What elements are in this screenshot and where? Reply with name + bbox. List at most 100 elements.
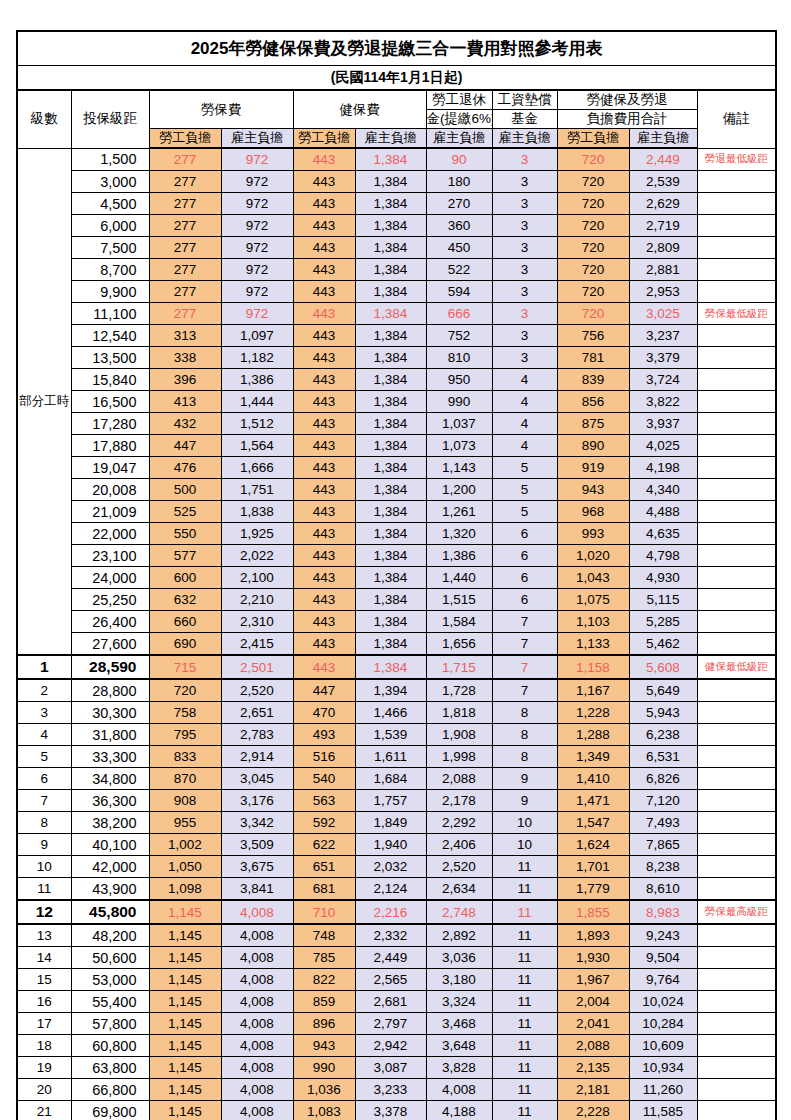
value-cell: 795 bbox=[149, 724, 221, 746]
value-cell: 1,228 bbox=[557, 702, 629, 724]
bracket-cell: 16,500 bbox=[71, 391, 149, 413]
value-cell: 908 bbox=[149, 790, 221, 812]
table-row: 1757,8001,1454,0088962,7973,468112,04110… bbox=[17, 1013, 776, 1035]
value-cell: 443 bbox=[293, 215, 355, 237]
bracket-cell: 33,300 bbox=[71, 746, 149, 768]
value-cell: 758 bbox=[149, 702, 221, 724]
value-cell: 1,466 bbox=[355, 702, 426, 724]
value-cell: 1,384 bbox=[355, 633, 426, 656]
value-cell: 3,087 bbox=[355, 1057, 426, 1079]
value-cell: 2,719 bbox=[629, 215, 697, 237]
value-cell: 972 bbox=[221, 303, 293, 325]
value-cell: 859 bbox=[293, 991, 355, 1013]
bracket-cell: 6,000 bbox=[71, 215, 149, 237]
subheader-labor-employee: 勞工負擔 bbox=[149, 129, 221, 149]
value-cell: 11,585 bbox=[629, 1101, 697, 1120]
value-cell: 1,893 bbox=[557, 924, 629, 947]
value-cell: 3 bbox=[492, 347, 557, 369]
value-cell: 720 bbox=[557, 237, 629, 259]
value-cell: 443 bbox=[293, 369, 355, 391]
value-cell: 2,216 bbox=[355, 900, 426, 924]
value-cell: 622 bbox=[293, 834, 355, 856]
value-cell: 443 bbox=[293, 501, 355, 523]
value-cell: 4,008 bbox=[221, 924, 293, 947]
value-cell: 1,145 bbox=[149, 1079, 221, 1101]
col-header-level: 級數 bbox=[17, 90, 71, 148]
value-cell: 1,444 bbox=[221, 391, 293, 413]
value-cell: 6 bbox=[492, 589, 557, 611]
note-cell bbox=[697, 193, 776, 215]
bracket-cell: 13,500 bbox=[71, 347, 149, 369]
value-cell: 3 bbox=[492, 237, 557, 259]
note-cell bbox=[697, 1079, 776, 1101]
note-cell bbox=[697, 969, 776, 991]
header-row-1: 級數 投保級距 勞保費 健保費 勞工退休 工資墊償 勞健保及勞退 備註 bbox=[17, 90, 776, 110]
value-cell: 1,384 bbox=[355, 457, 426, 479]
bracket-cell: 7,500 bbox=[71, 237, 149, 259]
value-cell: 972 bbox=[221, 215, 293, 237]
table-row: 1042,0001,0503,6756512,0322,520111,7018,… bbox=[17, 856, 776, 878]
level-cell: 2 bbox=[17, 679, 71, 702]
value-cell: 1,145 bbox=[149, 1035, 221, 1057]
value-cell: 1,384 bbox=[355, 611, 426, 633]
value-cell: 1,098 bbox=[149, 878, 221, 901]
value-cell: 3,675 bbox=[221, 856, 293, 878]
value-cell: 1,384 bbox=[355, 523, 426, 545]
value-cell: 4,008 bbox=[221, 947, 293, 969]
value-cell: 720 bbox=[557, 148, 629, 171]
value-cell: 4,008 bbox=[221, 1101, 293, 1120]
bracket-cell: 55,400 bbox=[71, 991, 149, 1013]
value-cell: 1,967 bbox=[557, 969, 629, 991]
table-row: 24,0006002,1004431,3841,44061,0434,930 bbox=[17, 567, 776, 589]
table-row: 940,1001,0023,5096221,9402,406101,6247,8… bbox=[17, 834, 776, 856]
value-cell: 4 bbox=[492, 391, 557, 413]
note-cell bbox=[697, 633, 776, 656]
value-cell: 990 bbox=[293, 1057, 355, 1079]
value-cell: 1,182 bbox=[221, 347, 293, 369]
value-cell: 1,666 bbox=[221, 457, 293, 479]
table-row: 23,1005772,0224431,3841,38661,0204,798 bbox=[17, 545, 776, 567]
value-cell: 955 bbox=[149, 812, 221, 834]
value-cell: 443 bbox=[293, 281, 355, 303]
table-row: 26,4006602,3104431,3841,58471,1035,285 bbox=[17, 611, 776, 633]
bracket-cell: 20,008 bbox=[71, 479, 149, 501]
bracket-cell: 1,500 bbox=[71, 148, 149, 171]
value-cell: 277 bbox=[149, 148, 221, 171]
value-cell: 1,384 bbox=[355, 259, 426, 281]
note-cell bbox=[697, 523, 776, 545]
value-cell: 5,608 bbox=[629, 655, 697, 679]
level-cell: 10 bbox=[17, 856, 71, 878]
value-cell: 1,103 bbox=[557, 611, 629, 633]
table-row: 2169,8001,1454,0081,0833,3784,188112,228… bbox=[17, 1101, 776, 1120]
value-cell: 690 bbox=[149, 633, 221, 656]
value-cell: 2,292 bbox=[426, 812, 492, 834]
note-cell bbox=[697, 856, 776, 878]
table-body: 部分工時1,5002779724431,3849037202,449勞退最低級距… bbox=[17, 148, 776, 1120]
value-cell: 4,488 bbox=[629, 501, 697, 523]
value-cell: 4,008 bbox=[221, 1079, 293, 1101]
col-header-labor-insurance: 勞保費 bbox=[149, 90, 293, 129]
value-cell: 180 bbox=[426, 171, 492, 193]
bracket-cell: 23,100 bbox=[71, 545, 149, 567]
level-cell: 21 bbox=[17, 1101, 71, 1120]
col-header-wage-fund-line1: 工資墊償 bbox=[492, 90, 557, 110]
value-cell: 277 bbox=[149, 193, 221, 215]
value-cell: 443 bbox=[293, 237, 355, 259]
subheader-total-employer: 雇主負擔 bbox=[629, 129, 697, 149]
value-cell: 3 bbox=[492, 303, 557, 325]
col-header-health-insurance: 健保費 bbox=[293, 90, 426, 129]
part-time-label: 部分工時 bbox=[17, 148, 71, 655]
value-cell: 360 bbox=[426, 215, 492, 237]
value-cell: 651 bbox=[293, 856, 355, 878]
value-cell: 11 bbox=[492, 856, 557, 878]
value-cell: 6,531 bbox=[629, 746, 697, 768]
note-cell bbox=[697, 702, 776, 724]
table-row: 4,5002779724431,38427037202,629 bbox=[17, 193, 776, 215]
value-cell: 1,384 bbox=[355, 215, 426, 237]
note-cell: 勞退最低級距 bbox=[697, 148, 776, 171]
bracket-cell: 12,540 bbox=[71, 325, 149, 347]
bracket-cell: 25,250 bbox=[71, 589, 149, 611]
value-cell: 3 bbox=[492, 171, 557, 193]
value-cell: 1,384 bbox=[355, 655, 426, 679]
bracket-cell: 30,300 bbox=[71, 702, 149, 724]
